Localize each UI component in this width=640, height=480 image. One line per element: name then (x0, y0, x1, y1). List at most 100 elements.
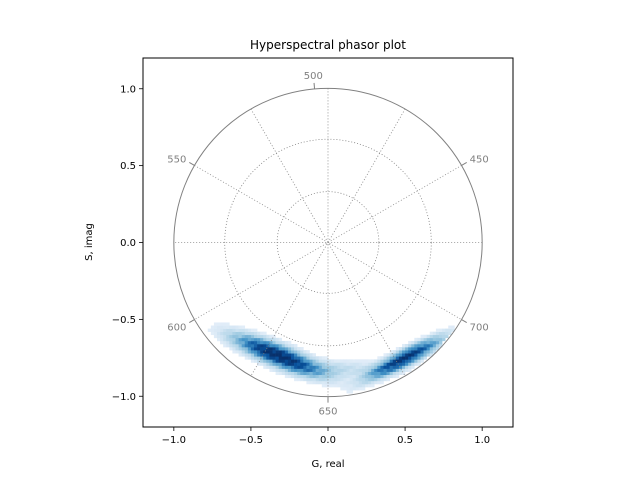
heatmap-bin (358, 371, 363, 376)
heatmap-bin (411, 350, 415, 354)
heatmap-bin (306, 350, 310, 354)
heatmap-bin (398, 368, 403, 372)
heatmap-bin (250, 347, 255, 351)
heatmap-bin (355, 383, 360, 388)
heatmap-bin (420, 350, 424, 354)
heatmap-bin (254, 347, 258, 351)
heatmap-bin (334, 359, 338, 363)
heatmap-bin (306, 377, 310, 382)
heatmap-bin (300, 347, 304, 351)
heatmap-bin (417, 350, 421, 354)
heatmap-bin (361, 365, 366, 369)
heatmap-bin (300, 353, 304, 357)
y-tick-label: −1.0 (112, 392, 136, 403)
heatmap-bin (284, 343, 289, 348)
heatmap-bin (389, 365, 394, 369)
heatmap-bin (260, 359, 264, 363)
heatmap-bin (263, 334, 267, 339)
heatmap-bin (303, 371, 307, 376)
heatmap-bin (309, 356, 313, 360)
heatmap-bin (269, 365, 273, 369)
heatmap-bin (352, 380, 357, 385)
heatmap-bin (423, 343, 427, 348)
heatmap-bin (247, 353, 252, 357)
heatmap-bin (343, 387, 347, 391)
heatmap-bin (340, 380, 344, 385)
heatmap-bin (395, 362, 400, 366)
heatmap-bin (429, 347, 434, 351)
heatmap-bin (235, 347, 239, 351)
heatmap-bin (324, 380, 329, 385)
heatmap-bin (291, 359, 295, 363)
heatmap-bin (417, 337, 421, 342)
heatmap-bin (238, 337, 242, 342)
heatmap-bin (303, 359, 307, 363)
heatmap-bin (223, 337, 227, 342)
heatmap-bin (423, 347, 427, 351)
heatmap-bin (263, 362, 267, 366)
heatmap-bin (247, 350, 252, 354)
heatmap-bin (429, 334, 434, 339)
heatmap-bin (241, 331, 246, 336)
heatmap-bin (411, 353, 415, 357)
heatmap-bin (250, 343, 255, 348)
heatmap-bin (300, 362, 304, 366)
heatmap-bin (266, 340, 270, 345)
heatmap-bin (235, 331, 239, 336)
heatmap-bin (355, 362, 360, 366)
heatmap-bin (392, 368, 397, 372)
heatmap-bin (361, 368, 366, 372)
heatmap-bin (303, 368, 307, 372)
heatmap-bin (331, 380, 335, 385)
heatmap-bin (380, 359, 384, 363)
heatmap-bin (402, 371, 406, 376)
heatmap-bin (254, 334, 258, 339)
wavelength-tick (313, 82, 316, 89)
heatmap-bin (284, 359, 289, 363)
heatmap-bin (272, 362, 276, 366)
heatmap-bin (278, 356, 283, 360)
heatmap-bin (213, 328, 218, 332)
heatmap-bin (266, 347, 270, 351)
wavelength-tick (189, 161, 195, 166)
heatmap-bin (281, 365, 286, 369)
heatmap-bin (337, 368, 341, 372)
heatmap-bin (291, 350, 295, 354)
heatmap-bin (281, 343, 286, 348)
heatmap-bin (315, 356, 320, 360)
heatmap-bin (250, 340, 255, 345)
y-axis-label: S, imag (84, 223, 95, 261)
heatmap-bin (272, 337, 276, 342)
heatmap-bin (337, 362, 341, 366)
heatmap-bin (269, 359, 273, 363)
heatmap-bin (328, 374, 332, 379)
heatmap-bin (250, 328, 255, 332)
heatmap-bin (374, 371, 378, 376)
heatmap-bin (380, 362, 384, 366)
heatmap-bin (315, 377, 320, 382)
heatmap-bin (358, 362, 363, 366)
heatmap-bin (247, 347, 252, 351)
heatmap-bin (331, 359, 335, 363)
heatmap-bin (275, 347, 279, 351)
heatmap-bin (383, 365, 387, 369)
heatmap-bin (340, 387, 344, 391)
heatmap-bin (217, 334, 221, 339)
x-tick-label: −0.5 (239, 435, 263, 446)
heatmap-bin (275, 371, 279, 376)
heatmap-bin (349, 359, 353, 363)
heatmap-bin (254, 343, 258, 348)
heatmap-bin (435, 331, 440, 336)
heatmap-bin (309, 380, 313, 385)
heatmap-bin (223, 328, 227, 332)
heatmap-bin (439, 334, 443, 339)
heatmap-bin (247, 328, 252, 332)
heatmap-bin (392, 359, 397, 363)
heatmap-bin (312, 362, 316, 366)
heatmap-bin (439, 331, 443, 336)
heatmap-bin (284, 353, 289, 357)
heatmap-bin (291, 356, 295, 360)
heatmap-bin (352, 383, 357, 388)
heatmap-bin (331, 365, 335, 369)
